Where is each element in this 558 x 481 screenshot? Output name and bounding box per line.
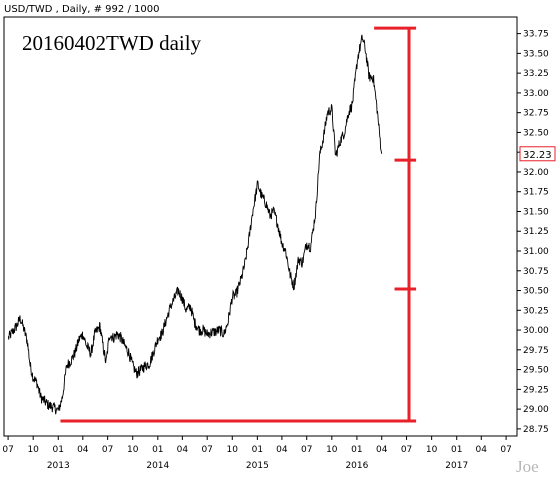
x-tick-label: 07 [401,445,412,455]
last-value-label: 32.23 [523,150,552,161]
y-axis: 33.7533.5033.2533.0032.7532.5032.2532.00… [517,30,549,435]
y-tick-label: 30.50 [523,287,549,297]
x-tick-label: 01 [252,445,263,455]
x-tick-label: 04 [376,445,388,455]
y-tick-label: 32.50 [523,128,549,138]
x-year-label: 2014 [146,461,169,471]
x-tick-label: 07 [500,445,511,455]
price-series [7,34,383,415]
plot-border [3,16,518,437]
chart-header: USD/TWD , Daily, # 992 / 1000 [4,4,159,15]
plot-frame [3,16,518,437]
y-tick-label: 31.00 [523,247,549,257]
x-tick-label: 07 [301,445,312,455]
x-year-label: 2016 [345,461,368,471]
x-tick-label: 10 [227,445,239,455]
y-tick-label: 31.50 [523,207,549,217]
watermark: Joe [516,457,539,476]
y-tick-label: 30.75 [523,267,549,277]
x-tick-label: 07 [201,445,212,455]
x-tick-label: 04 [177,445,189,455]
x-tick-label: 01 [152,445,163,455]
x-year-label: 2013 [47,461,70,471]
last-value-frame [519,146,556,162]
y-tick-label: 32.75 [523,109,549,119]
x-tick-label: 01 [451,445,462,455]
x-tick-label: 04 [476,445,488,455]
y-tick-label: 33.25 [523,69,549,79]
y-tick-label: 30.00 [523,326,549,336]
x-tick-label: 10 [27,445,39,455]
annotation-lines [60,26,417,423]
x-tick-label: 04 [276,445,288,455]
y-tick-label: 31.75 [523,188,549,198]
x-axis: 07 10 01 04 07 10 01 04 07 10 01 04 07 10 01 04 07 10 01 04… [2,436,512,471]
last-value-box: 32.23 [519,146,556,162]
x-tick-label: 01 [351,445,362,455]
y-tick-label: 28.75 [523,425,549,435]
y-tick-label: 30.25 [523,306,549,316]
x-tick-label: 10 [426,445,438,455]
y-tick-label: 33.00 [523,89,549,99]
y-tick-label: 29.25 [523,385,549,395]
x-year-label: 2017 [445,461,468,471]
x-year-label: 2015 [246,461,269,471]
chart-title: 20160402TWD daily [22,31,202,55]
price-line [7,34,383,415]
x-tick-label: 07 [2,445,13,455]
x-tick-label: 07 [102,445,113,455]
y-tick-label: 33.75 [523,30,549,40]
x-tick-label: 10 [127,445,139,455]
y-tick-label: 32.00 [523,168,549,178]
y-tick-label: 29.50 [523,366,549,376]
x-tick-label: 10 [326,445,338,455]
y-tick-label: 29.00 [523,405,549,415]
x-tick-label: 04 [77,445,89,455]
y-tick-label: 33.50 [523,49,549,59]
y-tick-label: 31.25 [523,227,549,237]
x-tick-label: 01 [53,445,64,455]
y-tick-label: 29.75 [523,346,549,356]
